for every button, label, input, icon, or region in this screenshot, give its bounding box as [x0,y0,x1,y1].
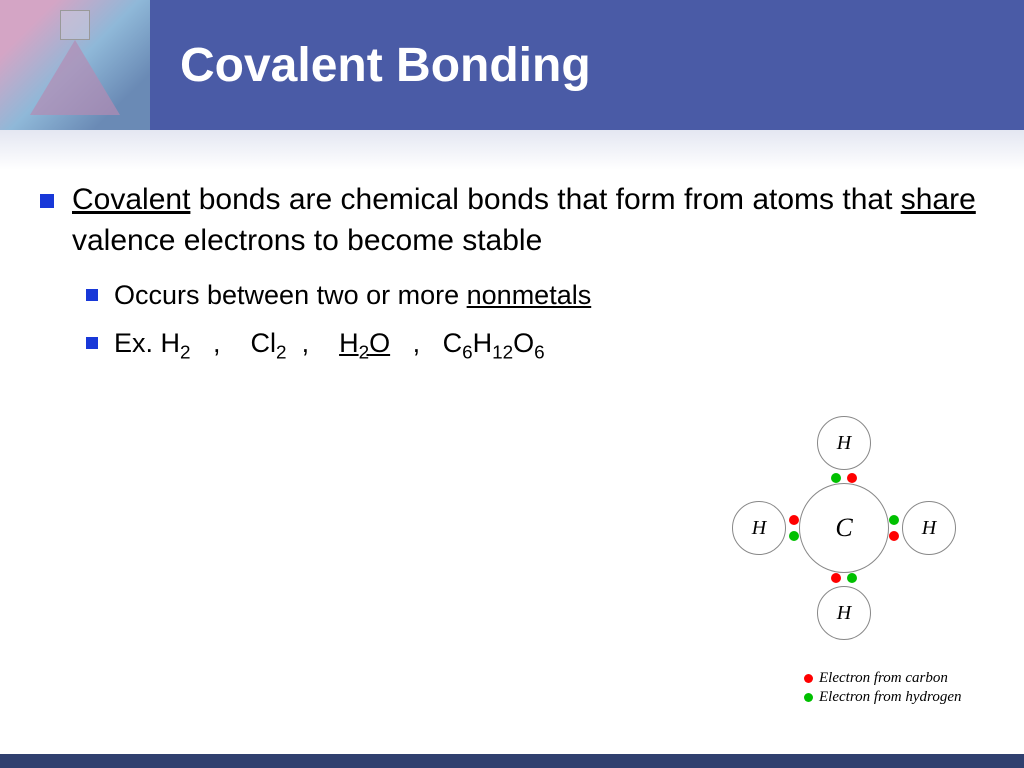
atom-hydrogen-left: H [732,501,786,555]
bullet-sub-2-text: Ex. H2 , Cl2 , H2O , C6H12O6 [114,325,545,367]
electron-dot [789,515,799,525]
formula-cl2: Cl2 [251,328,287,358]
word-nonmetals: nonmetals [467,280,592,310]
bullet-icon [40,194,54,208]
electron-dot [831,573,841,583]
word-covalent: Covalent [72,183,190,216]
word-share: share [901,183,976,216]
slide-title: Covalent Bonding [150,38,591,93]
bullet-main: Covalent bonds are chemical bonds that f… [40,180,984,261]
molecule-diagram: C H H H H Electron from carbon Electron … [704,388,984,708]
title-banner: Covalent Bonding [0,0,1024,130]
banner-reflection [0,130,1024,170]
electron-dot [847,573,857,583]
diagram-legend: Electron from carbon Electron from hydro… [804,670,961,708]
atom-hydrogen-bottom: H [817,586,871,640]
electron-dot [889,531,899,541]
flask-image [0,0,150,130]
formula-h2: H2 [161,328,191,358]
legend-dot-green [804,693,813,702]
footer-bar [0,754,1024,768]
bullet-icon [86,289,98,301]
bullet-icon [86,337,98,349]
atom-hydrogen-right: H [902,501,956,555]
bullet-sub-1: Occurs between two or more nonmetals [86,277,984,315]
electron-dot [889,515,899,525]
bullet-sub-1-text: Occurs between two or more nonmetals [114,277,591,315]
legend-hydrogen: Electron from hydrogen [804,689,961,706]
bullet-main-text: Covalent bonds are chemical bonds that f… [72,180,984,261]
formula-h2o: H2O [339,328,390,358]
bullet-sub-2: Ex. H2 , Cl2 , H2O , C6H12O6 [86,325,984,367]
atom-hydrogen-top: H [817,416,871,470]
formula-c6h12o6: C6H12O6 [443,328,545,358]
legend-dot-red [804,674,813,683]
legend-carbon: Electron from carbon [804,670,961,687]
electron-dot [831,473,841,483]
atom-carbon: C [799,483,889,573]
electron-dot [847,473,857,483]
electron-dot [789,531,799,541]
